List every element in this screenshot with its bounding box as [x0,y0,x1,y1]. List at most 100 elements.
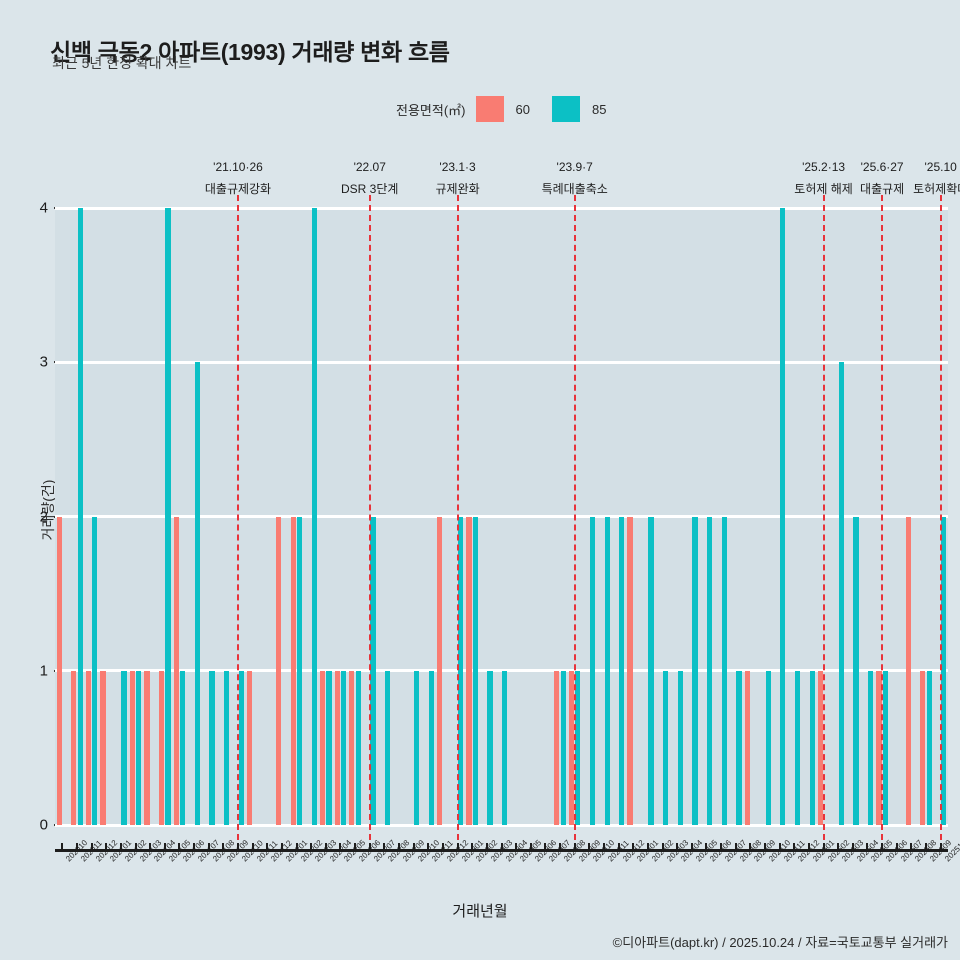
x-tick-mark [354,843,357,852]
x-tick-mark [602,843,605,852]
bar-85-202405[interactable] [692,516,698,825]
x-tick-mark [544,843,547,852]
bar-60-202205[interactable] [334,670,340,825]
bar-85-202106[interactable] [180,670,186,825]
bar-85-202210[interactable] [414,670,420,825]
bar-85-202311[interactable] [604,516,610,825]
bar-60-202308[interactable] [554,670,560,825]
event-line-202207 [368,195,371,850]
bar-85-202011[interactable] [77,208,83,825]
bar-85-202509[interactable] [926,670,932,825]
bar-60-202101[interactable] [100,670,106,825]
y-tick-label: 1 [39,662,48,680]
bar-60-202204[interactable] [320,670,326,825]
bar-60-202309[interactable] [568,670,575,825]
bar-85-202410[interactable] [765,670,771,825]
bar-85-202411[interactable] [780,208,786,825]
bar-60-202103[interactable] [129,670,135,825]
bar-85-202202[interactable] [297,516,303,825]
bar-85-202103[interactable] [136,670,142,825]
bar-85-202402[interactable] [648,516,654,825]
x-axis-title: 거래년월 [452,903,508,920]
bar-60-202012[interactable] [85,670,91,825]
bar-60-202201[interactable] [276,516,282,825]
bar-60-202104[interactable] [144,670,150,825]
bar-60-202111[interactable] [246,670,253,825]
bar-85-202408[interactable] [736,670,742,825]
bar-85-202302[interactable] [472,516,478,825]
x-tick-mark [925,843,928,852]
bar-85-202012[interactable] [92,516,98,825]
x-tick-mark [895,843,898,852]
legend-title: 전용면적(㎡) [396,102,466,118]
bar-85-202105[interactable] [165,208,171,825]
bar-60-202401[interactable] [627,516,633,825]
bar-85-202510[interactable] [941,516,947,825]
bar-85-202211[interactable] [428,670,435,825]
bar-85-202108[interactable] [209,670,215,825]
x-tick-mark [207,843,210,852]
bar-60-202212[interactable] [437,516,443,825]
x-tick-mark [881,843,884,852]
bar-60-202509[interactable] [920,670,926,825]
bar-85-202205[interactable] [341,670,347,825]
x-tick-mark [676,843,679,852]
chart-subtitle: 최근 5년 한정 확대 차트 [52,55,192,71]
x-tick-mark [529,843,532,852]
bar-85-202309[interactable] [575,670,581,825]
bar-85-202406[interactable] [707,516,713,825]
bar-85-202312[interactable] [619,516,625,825]
bar-85-202501[interactable] [809,670,815,825]
bar-85-202110[interactable] [238,670,244,825]
bar-60-202105[interactable] [158,670,165,825]
bar-85-202503[interactable] [838,362,844,825]
bar-85-202204[interactable] [326,670,332,825]
bar-85-202107[interactable] [194,362,200,825]
bar-60-202011[interactable] [71,670,77,825]
bar-85-202506[interactable] [882,670,888,825]
x-tick-mark [427,843,430,852]
bar-60-202106[interactable] [173,516,179,825]
x-tick-mark [324,843,327,852]
y-tick-label: 2 [39,508,48,525]
event-name-202110: 대출규제강화 [204,182,272,196]
legend-label-60: 60 [515,101,530,117]
x-tick-mark [310,843,313,852]
event-name-202207: DSR 3단계 [341,182,399,196]
x-tick-mark [720,843,723,852]
bar-85-202407[interactable] [721,516,727,825]
bar-60-202010[interactable] [56,516,62,825]
bar-60-202202[interactable] [290,516,296,825]
x-tick-mark [412,843,415,852]
bar-85-202208[interactable] [384,670,391,825]
bar-85-202203[interactable] [311,208,317,825]
bar-85-202301[interactable] [458,516,464,825]
gridline [55,206,948,210]
bar-85-202310[interactable] [589,516,596,825]
bar-85-202403[interactable] [663,670,669,825]
bar-85-202303[interactable] [487,670,493,825]
chart-legend: 전용면적(㎡) 60 85 [396,95,606,123]
x-tick-mark [119,843,122,852]
x-tick-mark [222,843,225,852]
bar-60-202508[interactable] [905,516,911,825]
bar-85-202206[interactable] [355,670,361,825]
bar-60-202302[interactable] [466,516,472,825]
bar-85-202207[interactable] [370,516,376,825]
bar-85-202505[interactable] [868,670,874,825]
bar-85-202504[interactable] [853,516,859,825]
x-tick-mark [515,843,518,852]
bar-60-202502[interactable] [817,670,823,825]
bar-85-202102[interactable] [121,670,127,825]
bar-85-202412[interactable] [794,670,801,825]
bar-60-202206[interactable] [349,670,355,825]
bar-85-202304[interactable] [502,670,508,825]
y-tick-label: 4 [39,199,48,217]
event-line-202110 [236,195,239,850]
event-date-202309: '23.9·7 [556,160,593,174]
bar-85-202109[interactable] [223,670,230,825]
bar-60-202409[interactable] [744,670,750,825]
bar-85-202308[interactable] [560,670,566,825]
bar-85-202404[interactable] [677,670,683,825]
bar-60-202506[interactable] [876,670,882,825]
